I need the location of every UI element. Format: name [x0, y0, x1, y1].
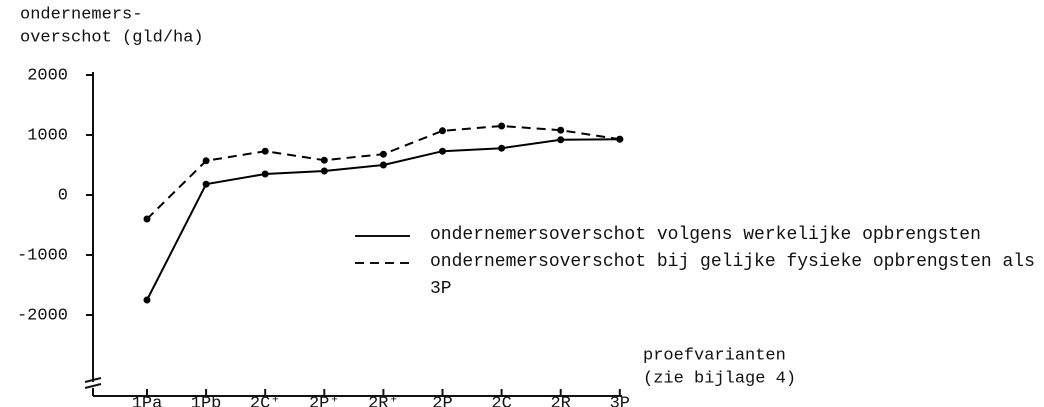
- point: [202, 157, 210, 165]
- x-tick-label: 2C: [491, 394, 511, 407]
- x-axis-label: proefvarianten: [643, 346, 786, 365]
- point: [439, 127, 446, 135]
- x-tick-label: 2P⁺: [309, 394, 340, 407]
- point: [320, 156, 328, 164]
- point: [320, 167, 328, 175]
- x-tick-label: 2P: [432, 394, 452, 407]
- y-tick-label: -1000: [17, 246, 68, 265]
- series-line: [146, 124, 620, 220]
- point: [498, 122, 506, 130]
- y-axis-label: overschot (gld/ha): [20, 28, 204, 47]
- axis-break: [84, 377, 102, 383]
- point: [616, 135, 624, 143]
- point: [557, 126, 565, 134]
- x-tick-label: 2R⁺: [368, 394, 399, 407]
- point: [261, 147, 269, 155]
- legend-entry: ondernemersoverschot volgens werkelijke …: [430, 225, 981, 245]
- y-tick-label: 1000: [27, 126, 68, 145]
- point: [439, 147, 446, 155]
- y-axis-label: ondernemers-: [20, 5, 142, 24]
- point: [202, 180, 210, 188]
- point: [143, 296, 151, 304]
- point: [557, 136, 565, 144]
- x-tick-label: 1Pb: [191, 394, 222, 407]
- point: [143, 215, 151, 223]
- point: [379, 150, 387, 158]
- y-tick-label: 2000: [27, 66, 68, 85]
- point: [261, 170, 269, 178]
- axis-break: [84, 383, 102, 389]
- y-tick-label: -2000: [17, 306, 68, 325]
- x-tick-label: 2C⁺: [250, 394, 281, 407]
- x-tick-label: 3P: [610, 394, 630, 407]
- y-tick-label: 0: [58, 186, 68, 205]
- x-tick-label: 2R: [550, 394, 570, 407]
- x-tick-label: 1Pa: [132, 394, 163, 407]
- point: [498, 144, 506, 152]
- point: [379, 161, 387, 169]
- x-axis-label: (zie bijlage 4): [643, 369, 796, 388]
- legend-entry: ondernemersoverschot bij gelijke fysieke…: [430, 252, 1035, 299]
